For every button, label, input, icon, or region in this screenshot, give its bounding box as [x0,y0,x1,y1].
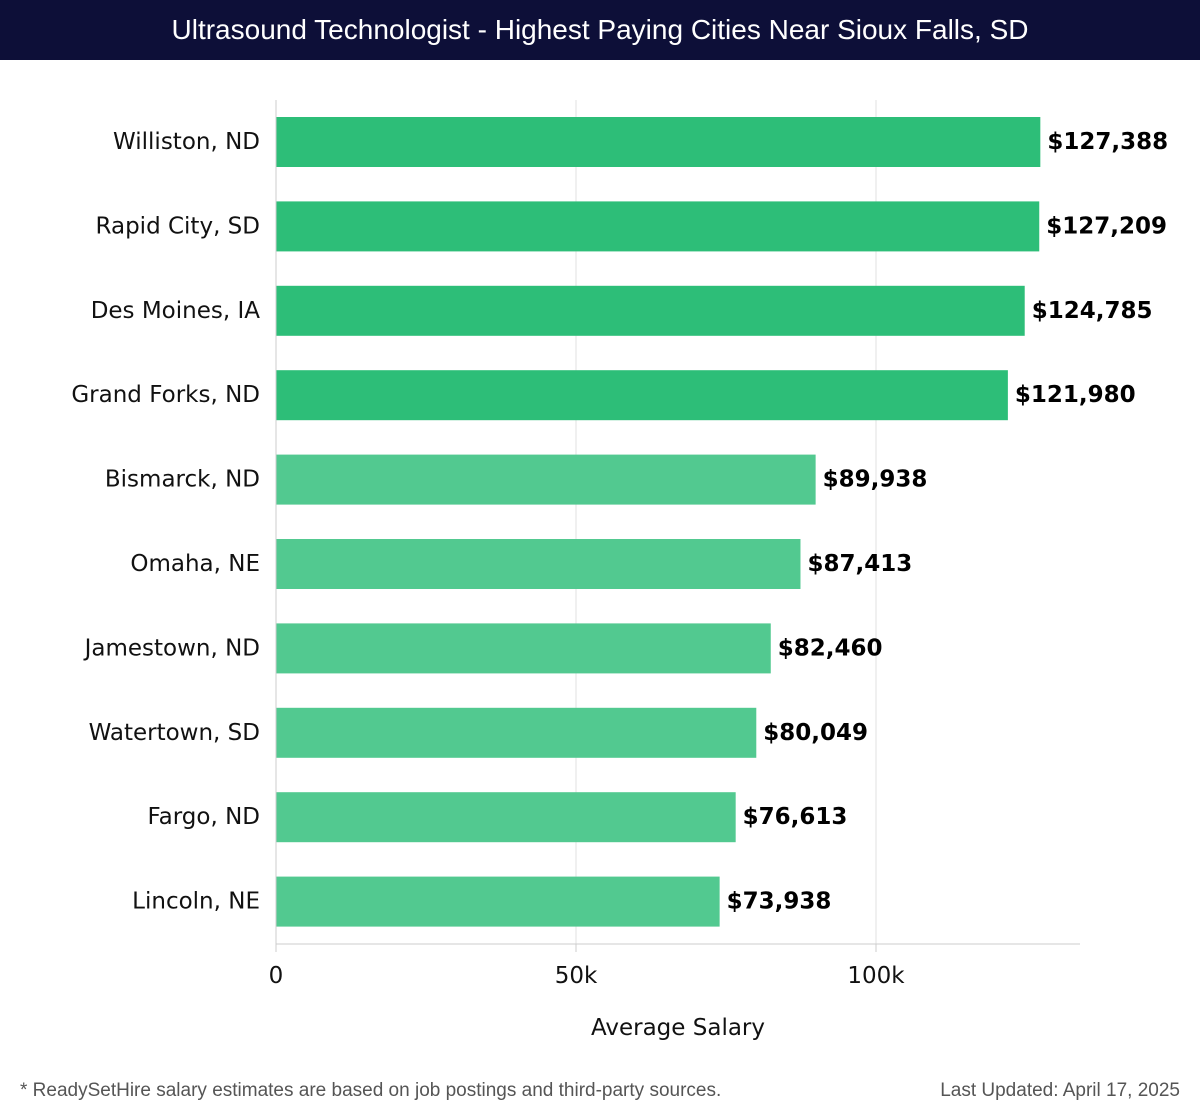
category-label-1: Rapid City, SD [96,213,260,239]
x-tick-label-1: 50k [555,963,598,989]
value-label-8: $76,613 [743,804,848,830]
x-tick-label-2: 100k [847,963,905,989]
bar-8 [276,792,736,843]
x-axis-title: Average Salary [591,1015,765,1041]
category-label-3: Grand Forks, ND [71,382,260,408]
bar-7 [276,707,757,758]
value-label-0: $127,388 [1047,129,1168,155]
value-label-1: $127,209 [1046,213,1167,239]
bar-1 [276,201,1040,252]
footer-note: * ReadySetHire salary estimates are base… [20,1080,722,1101]
bar-4 [276,454,816,505]
bar-6 [276,623,771,674]
bar-5 [276,539,801,589]
bar-9 [276,876,720,927]
value-label-9: $73,938 [727,889,832,915]
value-label-7: $80,049 [763,720,868,746]
category-label-4: Bismarck, ND [105,467,260,493]
category-label-6: Jamestown, ND [83,635,260,661]
category-label-2: Des Moines, IA [91,298,261,324]
category-label-7: Watertown, SD [89,720,260,746]
value-label-5: $87,413 [807,551,912,577]
chart-title: Ultrasound Technologist - Highest Paying… [0,0,1200,60]
bar-3 [276,370,1008,421]
bar-0 [276,117,1041,167]
last-updated: Last Updated: April 17, 2025 [940,1080,1180,1101]
bar-chart: Williston, ND $127,388 Rapid City, SD $127,… [71,100,1168,1041]
value-label-3: $121,980 [1015,382,1136,408]
x-tick-label-0: 0 [269,963,284,989]
bar-2 [276,285,1025,336]
value-label-2: $124,785 [1032,298,1153,324]
category-label-8: Fargo, ND [148,804,260,830]
value-label-6: $82,460 [778,635,883,661]
category-label-9: Lincoln, NE [132,889,260,915]
value-label-4: $89,938 [823,467,928,493]
category-label-0: Williston, ND [113,129,260,155]
category-label-5: Omaha, NE [130,551,260,577]
